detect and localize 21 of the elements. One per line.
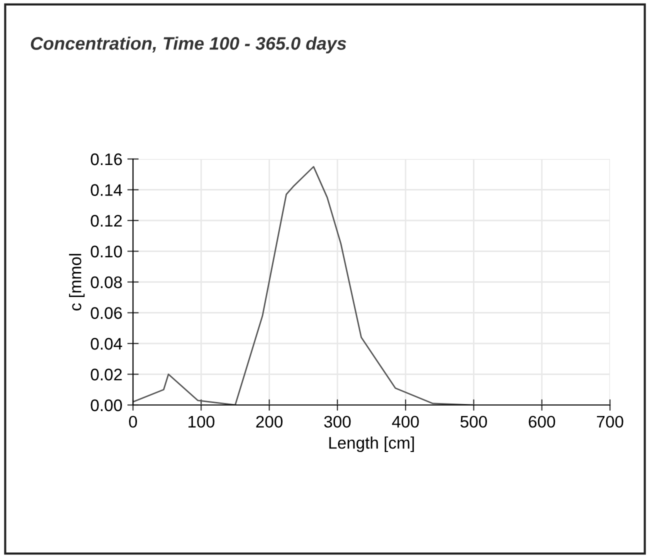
y-tick-label: 0.14	[90, 184, 122, 196]
y-tick-label: 0.04	[90, 338, 122, 350]
line-series	[133, 166, 474, 405]
chart-title: Concentration, Time 100 - 365.0 days	[30, 36, 346, 54]
x-tick-label: 500	[460, 416, 487, 428]
x-tick-label: 300	[324, 416, 351, 428]
y-axis-title: c [mmol	[69, 254, 85, 310]
y-tick-label: 0.08	[90, 276, 122, 288]
x-tick-label: 600	[528, 416, 556, 428]
y-tick-label: 0.00	[90, 399, 122, 412]
y-tick-label: 0.02	[90, 368, 122, 380]
y-tick-label: 0.16	[90, 153, 122, 166]
y-tick-label: 0.12	[90, 214, 122, 227]
x-tick-label: 200	[256, 416, 283, 428]
y-tick-label: 0.10	[90, 246, 122, 258]
x-axis-title: Length [cm]	[329, 436, 414, 452]
x-tick-label: 400	[392, 416, 419, 428]
y-tick-label: 0.06	[90, 307, 122, 319]
x-tick-label: 0	[129, 416, 137, 428]
x-tick-label: 700	[596, 416, 624, 428]
x-tick-label: 100	[188, 416, 214, 428]
